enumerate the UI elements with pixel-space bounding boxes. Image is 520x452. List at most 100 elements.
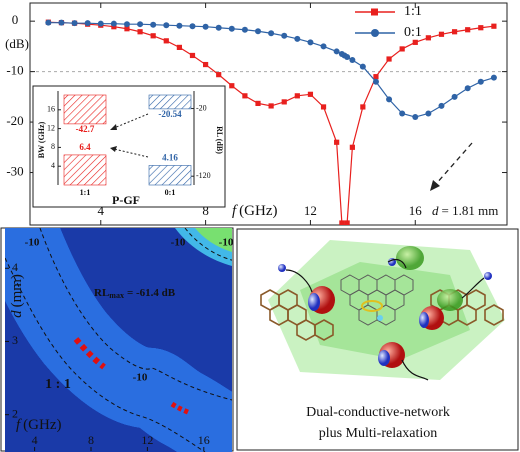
y-tick-label: -30 (6, 164, 23, 179)
marker (359, 63, 366, 70)
marker (150, 33, 156, 39)
marker (268, 30, 275, 37)
marker (110, 20, 117, 27)
contour-label: -10 (171, 237, 186, 249)
value-label: 4.16 (162, 153, 178, 163)
marker (202, 61, 209, 68)
contour-field (5, 228, 232, 452)
marker (216, 72, 222, 78)
arrow-head (110, 124, 117, 130)
electron (278, 264, 286, 272)
contour-label: -10 (133, 372, 148, 384)
axis-label: f (GHz) (16, 417, 62, 433)
x-tick-label: 0:1 (165, 188, 176, 197)
y2-axis-label: RL (dB) (215, 126, 224, 154)
marker (344, 220, 350, 225)
axis-label-unit: (GHz) (23, 417, 61, 433)
rl-max-symbol: RL (94, 287, 109, 299)
marker (464, 85, 471, 92)
contour-label: -10 (219, 237, 234, 249)
marker (412, 39, 418, 45)
marker (438, 102, 445, 109)
marker (294, 93, 300, 99)
polarization (361, 300, 383, 312)
value-label: 6.4 (79, 142, 91, 152)
bar (148, 94, 192, 110)
marker (255, 100, 261, 107)
marker (386, 96, 393, 103)
y-tick-label: 0 (12, 12, 19, 27)
marker (334, 139, 340, 145)
marker (123, 21, 130, 28)
contour-line (5, 257, 206, 452)
axis-label-unit: (GHz) (239, 203, 277, 219)
rl-max-label: RLmax = -61.4 dB (94, 287, 176, 300)
arrow (113, 148, 149, 158)
x-axis-label: P-GF (112, 193, 140, 207)
legend-marker (371, 8, 378, 16)
marker (344, 53, 351, 60)
marker (228, 25, 235, 32)
dipole (308, 293, 320, 311)
annotation-text: = 1.81 mm (442, 203, 499, 218)
marker (399, 46, 405, 52)
arrow-head (430, 180, 440, 191)
marker (372, 78, 379, 85)
contour-peak (73, 337, 106, 370)
electron (484, 272, 492, 280)
contour-corner (195, 228, 232, 252)
marker (255, 28, 262, 35)
annotation: d = 1.81 mm (432, 203, 498, 218)
marker (339, 220, 345, 225)
graphene-sheet (300, 262, 470, 360)
marker (307, 91, 314, 97)
marker (281, 99, 287, 105)
caption: Dual-conductive-network (306, 405, 450, 420)
contour-peak (170, 401, 191, 416)
marker (491, 23, 497, 29)
legend-label: 0:1 (404, 25, 422, 40)
particle (396, 246, 424, 270)
y-axis-label: (dB) (5, 36, 29, 51)
x-tick-label: 16 (198, 433, 210, 447)
x-tick-label: 16 (409, 203, 423, 218)
marker (71, 20, 78, 27)
arrow-head (110, 146, 117, 152)
marker (124, 26, 130, 32)
axis-label-symbol: d (9, 310, 25, 318)
rl-max-subscript: max (109, 291, 124, 300)
bar (63, 94, 107, 125)
diagram-art (260, 240, 505, 381)
marker (111, 24, 117, 30)
marker (451, 29, 458, 35)
marker (490, 74, 497, 81)
path-arrow (285, 258, 485, 381)
marker (373, 74, 379, 80)
marker (137, 29, 143, 35)
electron (377, 315, 383, 321)
marker (333, 48, 340, 55)
marker (137, 21, 144, 28)
marker (399, 110, 406, 117)
marker (242, 93, 248, 99)
x-tick-label: 4 (98, 203, 105, 218)
marker (163, 22, 170, 29)
marker (97, 20, 104, 27)
marker (281, 32, 288, 39)
marker (176, 44, 182, 50)
marker (320, 104, 327, 110)
y-tick-label: 4 (51, 161, 55, 170)
axis-label: f (GHz) (232, 203, 278, 219)
y-tick-label: -20 (6, 113, 23, 128)
marker (241, 26, 248, 33)
axis-label-unit: (mm) (9, 274, 25, 307)
marker (189, 52, 196, 59)
marker (215, 24, 222, 31)
x-tick-label: 4 (32, 433, 38, 447)
marker (438, 31, 445, 37)
annotation-symbol: d (432, 203, 439, 218)
bar (148, 165, 192, 186)
value-label: -20.54 (158, 109, 182, 119)
y-tick-label: 12 (47, 123, 55, 132)
